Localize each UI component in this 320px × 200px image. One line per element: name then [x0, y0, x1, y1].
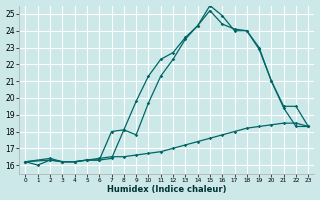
X-axis label: Humidex (Indice chaleur): Humidex (Indice chaleur)	[107, 185, 227, 194]
